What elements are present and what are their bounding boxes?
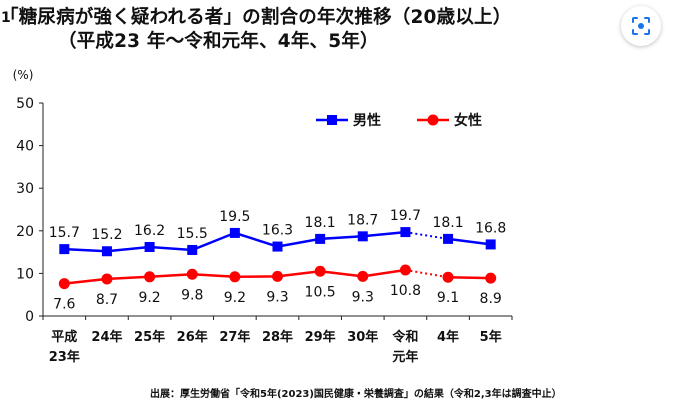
data-label-female: 9.3	[266, 289, 288, 305]
x-tick-label: 令和	[392, 329, 418, 345]
legend-label-female: 女性	[454, 112, 482, 129]
data-point-male	[400, 227, 411, 238]
data-label-female: 8.7	[96, 292, 118, 308]
data-label-female: 9.3	[352, 289, 374, 305]
x-tick-label: 24年	[91, 329, 122, 345]
data-point-female	[144, 271, 156, 283]
data-point-male	[144, 241, 155, 252]
data-label-female: 9.1	[437, 290, 459, 306]
y-tick-label: 20	[16, 224, 34, 240]
series-line-male-recent	[447, 237, 491, 246]
chart-title-line1: 「糖尿病が強く疑われる者」の割合の年次推移（20歳以上）	[0, 7, 512, 28]
data-label-female: 9.2	[224, 290, 246, 306]
data-point-male	[485, 239, 496, 250]
x-tick-label: 23年	[49, 349, 80, 365]
data-label-male: 15.7	[49, 225, 80, 241]
data-label-female: 9.8	[181, 287, 203, 303]
data-label-female: 7.6	[53, 297, 75, 313]
y-tick-label: 30	[16, 181, 34, 197]
series-gap-line-male	[405, 231, 449, 240]
data-label-male: 18.7	[347, 212, 378, 228]
legend-marker-male	[327, 115, 337, 125]
y-axis-unit-label: (%)	[13, 68, 34, 82]
data-point-male	[315, 233, 326, 244]
lens-scan-button[interactable]	[621, 6, 661, 46]
data-label-male: 19.7	[390, 208, 421, 224]
x-tick-label: 5年	[480, 329, 502, 345]
data-point-male	[229, 227, 240, 238]
x-tick-label: 平成	[51, 329, 77, 345]
data-point-female	[58, 278, 70, 290]
data-label-male: 15.5	[177, 226, 208, 242]
lens-scan-icon	[632, 17, 650, 35]
data-label-male: 16.8	[475, 220, 506, 236]
x-tick-label: 25年	[134, 329, 165, 345]
data-label-male: 15.2	[91, 227, 122, 243]
leading-fragment: 1	[1, 10, 11, 26]
line-chart: 1 (%) 0 10 20 30 40 50 平成 23年 24年 25年 26年 27年 28年 29年 30…	[1, 10, 513, 365]
data-label-male: 18.1	[432, 215, 463, 231]
data-point-female	[442, 271, 454, 283]
data-point-male	[59, 244, 70, 255]
data-label-male: 16.2	[134, 223, 165, 239]
legend-label-male: 男性	[353, 112, 381, 129]
data-label-male: 19.5	[219, 209, 250, 225]
data-point-female	[314, 265, 326, 277]
data-label-female: 9.2	[138, 290, 160, 306]
x-tick-label: 元年	[392, 349, 418, 365]
data-point-male	[187, 244, 198, 255]
data-point-female	[272, 270, 283, 282]
x-tick-label: 26年	[177, 329, 208, 345]
data-point-female	[485, 272, 497, 284]
x-tick-label: 4年	[437, 329, 459, 345]
data-point-male	[357, 231, 368, 242]
data-point-female	[357, 270, 369, 282]
x-tick-label: 28年	[262, 329, 293, 345]
data-label-male: 16.3	[262, 223, 293, 239]
data-point-female	[186, 268, 198, 280]
x-tick-label: 27年	[219, 329, 250, 345]
data-point-female	[229, 271, 241, 283]
y-tick-label: 40	[16, 139, 34, 155]
source-note: 出展：厚生労働省「令和5年(2023)国民健康・栄養調査」の結果（令和2,3年は…	[150, 389, 562, 400]
y-tick-label: 0	[25, 309, 34, 325]
data-point-female	[101, 273, 113, 285]
chart-title: 「糖尿病が強く疑われる者」の割合の年次推移（20歳以上） （平成23 年～令和元…	[0, 6, 620, 54]
x-tick-label: 30年	[347, 329, 378, 345]
data-label-male: 18.1	[305, 215, 336, 231]
y-tick-label: 10	[16, 266, 34, 282]
y-tick-label: 50	[16, 96, 34, 112]
series-gap-line-female	[405, 269, 449, 279]
series-line-female-recent	[447, 275, 491, 280]
data-point-male	[443, 233, 454, 244]
chart-title-line2: （平成23 年～令和元年、4年、5年）	[58, 31, 379, 52]
data-point-male	[272, 241, 283, 252]
data-point-male	[101, 246, 112, 257]
data-label-female: 10.8	[390, 283, 421, 299]
legend-marker-female	[427, 114, 439, 126]
data-point-female	[399, 264, 411, 276]
x-tick-label: 29年	[305, 329, 336, 345]
data-label-female: 8.9	[480, 291, 502, 307]
data-label-female: 10.5	[305, 284, 336, 300]
